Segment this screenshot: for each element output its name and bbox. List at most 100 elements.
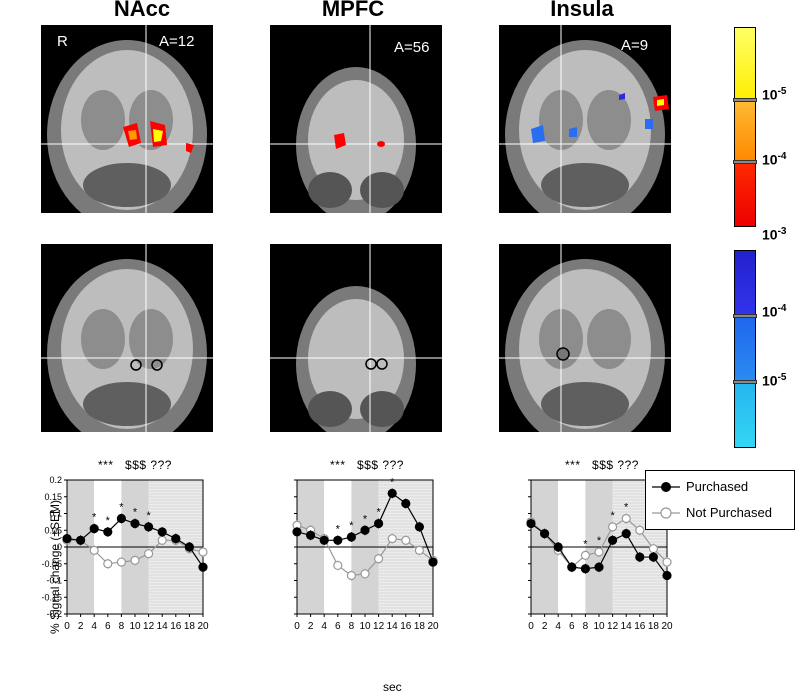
x-tick-label: 18 (648, 621, 660, 632)
data-point-purchased (184, 542, 194, 552)
x-tick-label: 12 (143, 621, 155, 632)
title-mpfc: MPFC (321, 0, 385, 21)
roi-left-circle (365, 358, 377, 370)
x-tick-label: 0 (528, 621, 534, 632)
legend-open-circle-icon (660, 507, 672, 519)
x-tick-label: 16 (634, 621, 646, 632)
x-tick-label: 4 (321, 621, 327, 632)
data-point-purchased (198, 562, 208, 572)
significance-star: * (624, 502, 629, 514)
data-point-purchased (387, 488, 397, 498)
data-point-not-purchased (143, 549, 154, 559)
sig-dollars: $$$ (357, 458, 379, 472)
slice-label-mpfc: A=56 (394, 39, 430, 56)
colorbar-segment-cyan (735, 382, 755, 447)
x-tick-label: 20 (427, 621, 439, 632)
data-point-not-purchased (360, 569, 370, 579)
data-point-not-purchased (621, 513, 631, 524)
x-tick-label: 16 (170, 621, 182, 632)
data-point-purchased (305, 530, 316, 540)
data-point-not-purchased (580, 550, 591, 560)
x-tick-label: 10 (129, 621, 141, 632)
significance-markers-insula: *** $$$ ??? (565, 458, 639, 472)
sig-stars: *** (98, 458, 114, 472)
data-point-not-purchased (401, 535, 411, 545)
roi-circle (556, 347, 570, 361)
data-point-purchased (75, 535, 86, 545)
x-tick-label: 14 (621, 621, 633, 632)
data-point-purchased (526, 518, 536, 529)
sig-stars: *** (565, 458, 581, 472)
colorbar-tick (733, 160, 757, 164)
x-tick-label: 2 (78, 621, 84, 632)
y-tick-label: -0.15 (41, 592, 62, 602)
x-tick-label: 0 (294, 621, 300, 632)
data-point-not-purchased (373, 554, 384, 564)
x-tick-label: 6 (105, 621, 111, 632)
colorbar-segment-yellow (735, 28, 755, 100)
colorbar-label: 10-5 (762, 86, 787, 103)
data-point-purchased (648, 552, 658, 562)
significance-star: * (597, 535, 602, 547)
data-point-purchased (346, 532, 357, 542)
chart-legend: Purchased Not Purchased (645, 470, 795, 530)
data-point-purchased (89, 523, 99, 534)
significance-star: * (349, 520, 354, 532)
x-tick-label: 12 (373, 621, 385, 632)
data-point-not-purchased (414, 545, 424, 555)
significance-markers-nacc: *** $$$ ??? (98, 458, 172, 472)
x-tick-label: 18 (184, 621, 196, 632)
data-point-not-purchased (89, 545, 99, 555)
data-point-purchased (594, 562, 604, 572)
x-tick-label: 20 (197, 621, 209, 632)
x-tick-label: 14 (387, 621, 399, 632)
x-tick-label: 6 (335, 621, 341, 632)
x-tick-label: 20 (661, 621, 673, 632)
data-point-purchased (333, 535, 343, 545)
data-point-not-purchased (346, 570, 357, 581)
data-point-purchased (662, 570, 672, 581)
data-point-purchased (171, 534, 181, 544)
x-tick-label: 10 (593, 621, 605, 632)
significance-star: * (336, 523, 341, 535)
y-tick-label: 0.2 (49, 475, 62, 485)
colorbar-tick (733, 314, 757, 318)
y-tick-label: -0.2 (46, 609, 62, 619)
legend-filled-circle-icon (661, 482, 671, 492)
data-point-purchased (130, 518, 140, 529)
timecourse-chart-mpfc: 0 2 4 6 8 10 12 14 16 18 20 * * * * * (292, 476, 439, 632)
x-tick-label: 6 (569, 621, 575, 632)
legend-purchased-label: Purchased (686, 479, 749, 494)
roi-left-circle (130, 359, 142, 371)
data-point-purchased (143, 522, 154, 532)
data-point-not-purchased (387, 534, 397, 544)
data-point-purchased (607, 535, 618, 545)
x-tick-label: 12 (607, 621, 619, 632)
significance-star: * (133, 507, 138, 519)
data-point-purchased (292, 527, 302, 537)
positive-colorbar (733, 27, 757, 227)
brain-slice-image (499, 25, 671, 213)
negative-colorbar (733, 250, 757, 448)
data-point-not-purchased (130, 555, 140, 566)
x-tick-label: 18 (414, 621, 426, 632)
data-point-purchased (553, 542, 563, 552)
x-tick-label: 8 (119, 621, 125, 632)
data-point-not-purchased (198, 547, 208, 557)
x-tick-label: 14 (157, 621, 169, 632)
sig-stars: *** (330, 458, 346, 472)
significance-markers-mpfc: *** $$$ ??? (330, 458, 404, 472)
data-point-not-purchased (662, 557, 672, 567)
colorbar-segment-red (735, 162, 755, 226)
legend-not-purchased-label: Not Purchased (686, 505, 772, 520)
title-nacc: NAcc (113, 0, 171, 21)
data-point-not-purchased (333, 560, 343, 571)
colorbar-segment-blue (735, 251, 755, 316)
x-tick-label: 8 (349, 621, 355, 632)
x-tick-label: 2 (308, 621, 314, 632)
data-point-not-purchased (103, 559, 113, 569)
sig-dollars: $$$ (592, 458, 614, 472)
legend-markers (652, 482, 680, 519)
data-point-purchased (621, 528, 631, 539)
data-point-purchased (116, 513, 127, 524)
